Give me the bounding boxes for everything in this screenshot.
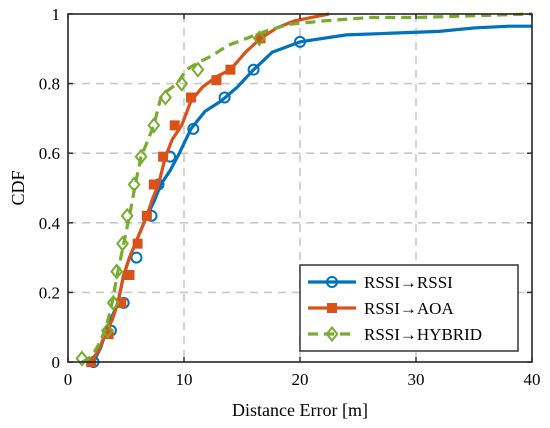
series-marker — [169, 120, 180, 131]
y-tick-label: 0.8 — [39, 75, 60, 94]
series-2 — [86, 12, 330, 367]
legend-marker — [325, 325, 339, 343]
series-marker — [158, 89, 172, 106]
series-marker — [116, 235, 130, 252]
series-marker — [252, 30, 266, 47]
y-axis-label: CDF — [8, 170, 28, 205]
legend-marker — [327, 303, 337, 313]
x-tick-label: 20 — [292, 370, 309, 389]
axis-ticks: 0 10 20 30 40 0 0.2 0.4 0.6 0.8 1 — [39, 5, 541, 389]
x-tick-label: 40 — [524, 370, 541, 389]
legend-label: RSSI→RSSI — [364, 273, 453, 292]
series-marker — [141, 210, 152, 221]
series-marker — [158, 151, 169, 162]
legend-marker — [326, 276, 338, 288]
series-marker — [127, 176, 141, 193]
legend-label: RSSI→HYBRID — [364, 325, 482, 344]
series-marker — [106, 294, 120, 311]
series-marker — [120, 207, 134, 224]
series-marker — [147, 117, 161, 134]
y-tick-label: 0.2 — [39, 283, 60, 302]
series-marker — [124, 270, 135, 280]
x-tick-label: 0 — [64, 370, 73, 389]
series-marker — [175, 75, 189, 92]
x-axis-label: Distance Error [m] — [232, 400, 368, 420]
series-marker — [185, 92, 196, 103]
y-tick-label: 0 — [52, 353, 61, 372]
y-tick-label: 0.6 — [39, 144, 60, 163]
series-marker — [134, 148, 148, 165]
series-marker — [148, 179, 159, 190]
legend: RSSI→RSSI RSSI→AOA RSSI→HYBRID — [299, 264, 519, 352]
x-tick-label: 30 — [408, 370, 425, 389]
x-tick-label: 10 — [176, 370, 193, 389]
series-marker — [294, 35, 306, 48]
series-marker — [110, 263, 124, 280]
series-marker — [225, 64, 236, 75]
series-marker — [218, 91, 231, 104]
series-marker — [116, 297, 127, 308]
series-marker — [191, 61, 205, 78]
series-3 — [75, 12, 533, 367]
y-tick-label: 0.4 — [39, 214, 61, 233]
series-marker — [211, 75, 222, 86]
series-marker — [247, 63, 260, 76]
series-layer — [75, 12, 533, 368]
y-tick-label: 1 — [52, 5, 61, 24]
series-line — [88, 12, 330, 363]
series-line — [81, 12, 533, 364]
series-marker — [132, 238, 143, 249]
series-marker — [75, 350, 89, 367]
series-marker — [100, 322, 114, 339]
series-marker — [187, 122, 200, 135]
legend-label: RSSI→AOA — [364, 299, 454, 318]
series-marker — [130, 251, 143, 264]
